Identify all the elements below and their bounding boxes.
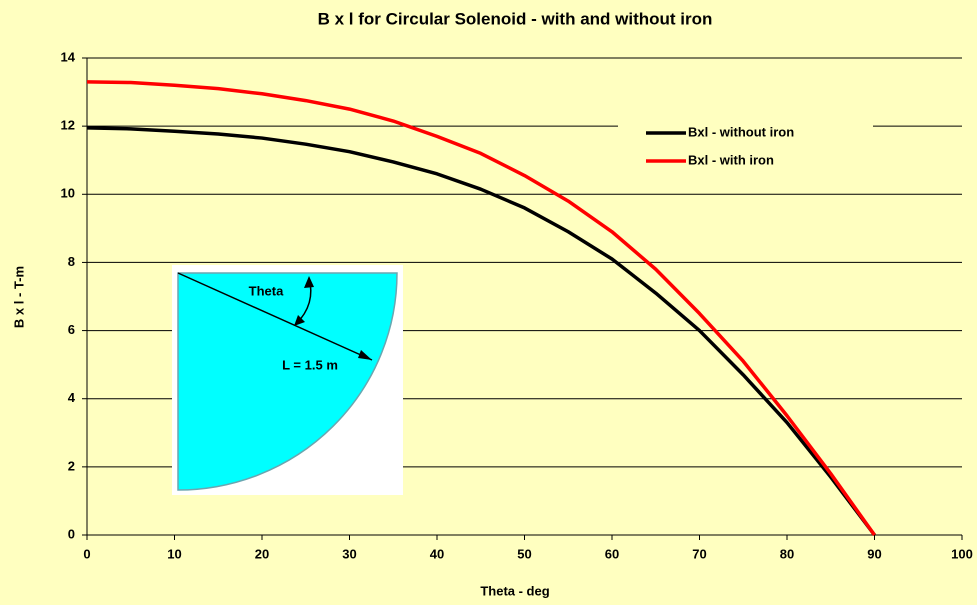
y-tick-label: 14 — [61, 49, 76, 64]
chart-title: B x l for Circular Solenoid - with and w… — [318, 9, 713, 28]
y-tick-label: 4 — [68, 390, 76, 405]
x-tick-label: 50 — [517, 546, 531, 561]
legend-label: Bxl - with iron — [688, 152, 774, 167]
y-tick-label: 6 — [68, 322, 75, 337]
x-tick-label: 40 — [430, 546, 444, 561]
background — [0, 0, 977, 605]
y-tick-label: 10 — [61, 186, 75, 201]
legend: Bxl - without iron Bxl - with iron — [618, 117, 873, 182]
y-tick-label: 8 — [68, 254, 75, 269]
legend-label: Bxl - without iron — [688, 124, 794, 139]
x-tick-label: 70 — [692, 546, 706, 561]
page: B x l for Circular Solenoid - with and w… — [0, 0, 977, 605]
y-tick-label: 2 — [68, 458, 75, 473]
y-axis-title: B x l - T-m — [11, 266, 26, 328]
y-tick-label: 0 — [68, 526, 75, 541]
x-tick-label: 10 — [167, 546, 181, 561]
x-axis-title: Theta - deg — [480, 583, 549, 598]
x-tick-label: 100 — [951, 546, 973, 561]
inset-label: L = 1.5 m — [282, 357, 338, 372]
inset-label: Theta — [249, 283, 284, 298]
x-tick-label: 30 — [342, 546, 356, 561]
y-tick-label: 12 — [61, 118, 75, 133]
x-tick-label: 80 — [780, 546, 794, 561]
chart: B x l for Circular Solenoid - with and w… — [0, 0, 977, 605]
inset-diagram: Theta L = 1.5 m — [172, 265, 403, 495]
x-tick-label: 20 — [255, 546, 269, 561]
x-tick-label: 0 — [83, 546, 90, 561]
x-tick-label: 60 — [605, 546, 619, 561]
x-tick-label: 90 — [867, 546, 881, 561]
